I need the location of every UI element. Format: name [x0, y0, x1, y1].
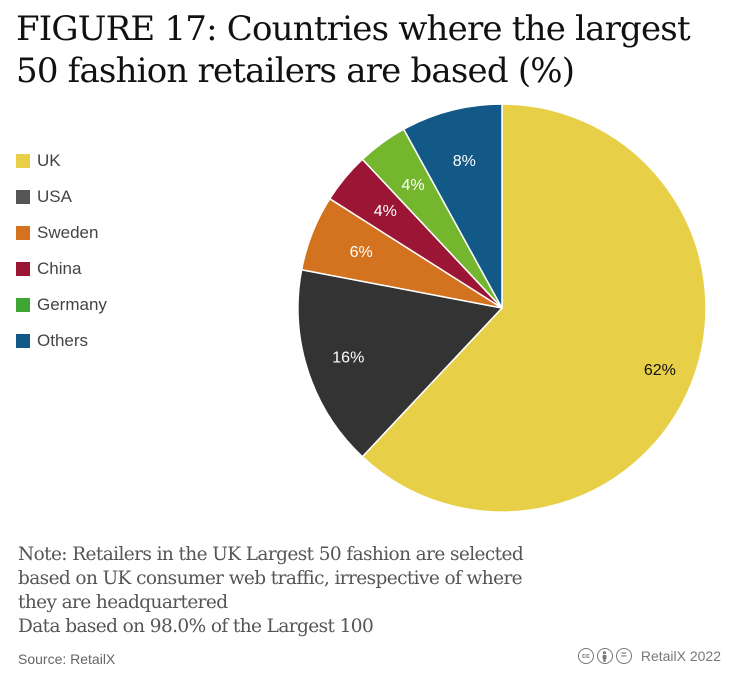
- legend-label-sweden: Sweden: [37, 223, 99, 242]
- legend-swatch-uk: [16, 154, 30, 168]
- legend-label-china: China: [37, 259, 82, 278]
- pie-label-sweden: 6%: [350, 244, 373, 261]
- pie-label-others: 8%: [453, 153, 476, 170]
- legend-swatch-usa: [16, 190, 30, 204]
- credit-text: RetailX 2022: [640, 648, 721, 664]
- pie-label-uk: 62%: [644, 362, 676, 379]
- legend-label-usa: USA: [37, 187, 72, 206]
- pie-slice-uk: [361, 103, 707, 513]
- legend: UK USA Sweden China Germany Others: [16, 143, 107, 359]
- pie-slice-others: [402, 103, 503, 309]
- pie-slice-usa: [297, 269, 503, 458]
- legend-item-germany: Germany: [16, 287, 107, 323]
- cc-icon: cc: [577, 648, 594, 664]
- legend-item-usa: USA: [16, 179, 107, 215]
- note-line: based on UK consumer web traffic, irresp…: [18, 568, 523, 589]
- note-line: Note: Retailers in the UK Largest 50 fas…: [18, 544, 524, 565]
- pie-slice-labels: 62% 16% 6% 4%4% 8%: [332, 153, 676, 379]
- legend-label-uk: UK: [37, 151, 61, 170]
- by-icon: [596, 648, 613, 664]
- pie-label-usa: 16%: [332, 349, 364, 366]
- chart-note: Note: Retailers in the UK Largest 50 fas…: [18, 543, 524, 639]
- legend-swatch-others: [16, 334, 30, 348]
- legend-item-others: Others: [16, 323, 107, 359]
- pie-label-germany: 4%: [401, 177, 424, 194]
- legend-item-sweden: Sweden: [16, 215, 107, 251]
- note-line: they are headquartered: [18, 592, 228, 613]
- source-text: Source: RetailX: [18, 651, 116, 667]
- person-icon: [602, 650, 607, 662]
- legend-item-uk: UK: [16, 143, 107, 179]
- legend-swatch-germany: [16, 298, 30, 312]
- credit: cc = RetailX 2022: [577, 648, 721, 664]
- legend-swatch-sweden: [16, 226, 30, 240]
- legend-label-germany: Germany: [37, 295, 107, 314]
- note-line: Data based on 98.0% of the Largest 100: [18, 616, 374, 637]
- nd-icon: =: [615, 648, 632, 664]
- legend-swatch-china: [16, 262, 30, 276]
- pie-slices: [297, 103, 707, 513]
- legend-label-others: Others: [37, 331, 89, 350]
- pie-label-china: 4%: [374, 203, 397, 220]
- license-icons: cc =: [577, 648, 635, 664]
- legend-item-china: China: [16, 251, 107, 287]
- chart-title: FIGURE 17: Countries where the largest 5…: [16, 9, 691, 91]
